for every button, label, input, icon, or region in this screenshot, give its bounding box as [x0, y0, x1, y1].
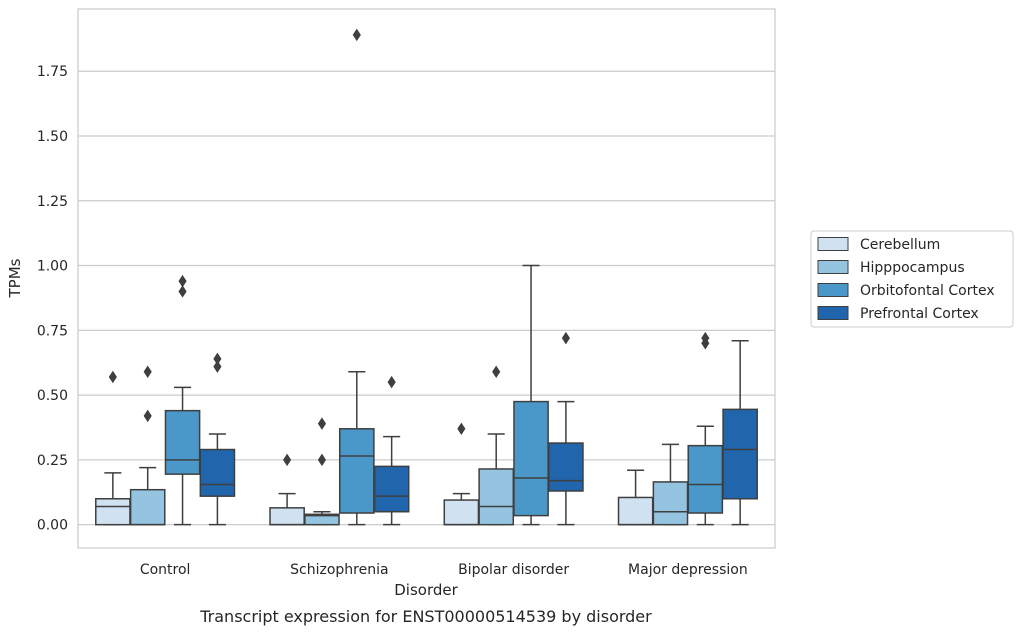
outlier-point	[457, 422, 466, 436]
y-axis-title: TPMs	[6, 258, 24, 298]
outlier-point	[178, 274, 187, 288]
box-iqr	[304, 513, 340, 526]
box-iqr	[687, 444, 724, 514]
legend-label: Orbitofontal Cortex	[860, 283, 995, 299]
outlier-point	[213, 360, 222, 373]
box-iqr	[443, 499, 480, 526]
legend-label: Cerebellum	[860, 237, 940, 253]
x-tick-label: Major depression	[628, 562, 748, 578]
box-iqr	[95, 498, 131, 526]
box-orbitofontal-cortex-3	[687, 331, 724, 526]
box-iqr	[373, 465, 410, 513]
outlier-point	[317, 453, 327, 467]
outlier-point	[143, 409, 152, 423]
x-tick-labels: Control Schizophrenia Bipolar disorder Majo…	[140, 562, 748, 578]
legend-swatch	[817, 306, 849, 320]
box-cerebellum-0	[95, 370, 131, 526]
chart-caption: Transcript expression for ENST0000051453…	[199, 607, 652, 626]
box-orbitofontal-cortex-0	[164, 274, 201, 526]
box-iqr	[617, 496, 654, 526]
legend-swatch	[817, 237, 849, 251]
plot-frame	[77, 8, 776, 549]
box-hipppocampus-3	[652, 443, 689, 526]
outlier-point	[352, 28, 361, 42]
box-iqr	[478, 468, 515, 526]
box-iqr	[129, 488, 166, 526]
x-tick-label: Schizophrenia	[290, 562, 388, 578]
legend-items: Cerebellum Hipppocampus Orbitofontal Corte…	[817, 237, 995, 322]
y-tick-label: 0.25	[37, 453, 68, 469]
outlier-point	[701, 331, 710, 345]
box-orbitofontal-cortex-1	[338, 28, 375, 526]
box-iqr	[338, 428, 375, 514]
y-tick-label: 1.25	[37, 194, 68, 210]
box-prefrontal-cortex-1	[373, 375, 410, 526]
outlier-point	[283, 453, 292, 467]
y-tick-label: 1.50	[37, 129, 68, 145]
box-iqr	[513, 400, 549, 517]
box-cerebellum-2	[443, 422, 480, 526]
box-iqr	[652, 481, 689, 526]
outlier-point	[143, 365, 152, 379]
box-prefrontal-cortex-2	[548, 331, 584, 526]
box-prefrontal-cortex-3	[722, 339, 758, 526]
legend: Cerebellum Hipppocampus Orbitofontal Corte…	[810, 230, 1014, 328]
box-hipppocampus-1	[304, 417, 340, 526]
outlier-point	[178, 285, 187, 298]
box-iqr	[722, 408, 758, 500]
box-cerebellum-3	[617, 469, 654, 526]
legend-swatch	[817, 283, 849, 297]
x-tick-label: Bipolar disorder	[458, 562, 569, 578]
x-tick-label: Control	[140, 562, 191, 578]
outlier-point	[317, 417, 327, 430]
box-iqr	[164, 409, 201, 475]
legend-swatch	[817, 260, 849, 274]
outlier-point	[387, 375, 396, 389]
box-cerebellum-1	[269, 453, 305, 526]
box-orbitofontal-cortex-2	[513, 264, 549, 526]
y-tick-label: 0.75	[37, 323, 68, 339]
legend-label: Prefrontal Cortex	[860, 306, 979, 322]
legend-label: Hipppocampus	[860, 260, 965, 276]
box-prefrontal-cortex-0	[199, 352, 236, 526]
outlier-point	[492, 365, 501, 379]
y-tick-label: 0.50	[37, 388, 68, 404]
outlier-point	[561, 331, 570, 345]
legend-frame	[810, 230, 1014, 328]
box-iqr	[548, 442, 584, 492]
box-hipppocampus-0	[129, 365, 166, 526]
box-iqr	[269, 507, 305, 526]
y-tick-label: 1.00	[37, 259, 68, 275]
box-iqr	[199, 448, 236, 497]
y-tick-labels: 0.00 0.25 0.50 0.75 1.00 1.25 1.50 1.75	[37, 64, 68, 533]
outlier-point	[213, 352, 222, 366]
box-hipppocampus-2	[478, 365, 515, 526]
y-tick-label: 0.00	[37, 518, 68, 534]
x-axis-title: Disorder	[394, 581, 458, 599]
y-tick-label: 1.75	[37, 64, 68, 80]
outlier-point	[108, 370, 117, 384]
boxes-layer	[95, 28, 758, 526]
